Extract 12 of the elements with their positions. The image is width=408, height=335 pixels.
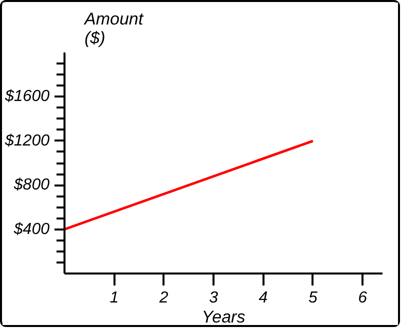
x-tick-label: 2: [158, 290, 168, 306]
x-tick-label: 6: [358, 290, 368, 306]
y-axis-title: Amount ($): [84, 10, 144, 48]
y-tick-label: $1600: [4, 88, 50, 106]
x-tick-label: 1: [110, 290, 119, 306]
x-tick-label: 3: [209, 290, 218, 306]
y-tick-label: $1200: [4, 132, 50, 150]
y-tick-label: $400: [12, 220, 50, 238]
x-axis-title: Years: [202, 308, 246, 326]
y-tick-label: $800: [12, 176, 50, 194]
x-tick-label: 4: [258, 290, 268, 306]
x-tick-label: 5: [308, 290, 318, 306]
